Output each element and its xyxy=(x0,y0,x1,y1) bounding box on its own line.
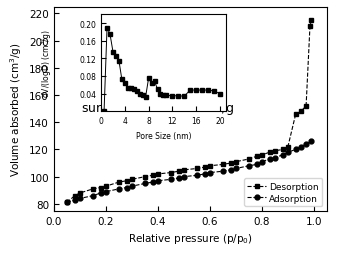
Adsorption xyxy=(195,174,199,177)
Adsorption xyxy=(73,198,77,201)
Adsorption xyxy=(99,192,103,195)
Line: Adsorption: Adsorption xyxy=(64,139,314,205)
Adsorption xyxy=(309,140,313,143)
Adsorption xyxy=(286,151,290,154)
Adsorption xyxy=(65,201,69,204)
Adsorption xyxy=(255,163,259,166)
Adsorption xyxy=(221,170,225,173)
Desorption xyxy=(308,25,312,28)
Adsorption xyxy=(229,169,233,172)
Desorption xyxy=(151,174,155,177)
Adsorption xyxy=(304,143,308,146)
Desorption xyxy=(130,178,134,181)
Adsorption xyxy=(151,181,155,184)
Legend: Desorption, Adsorption: Desorption, Adsorption xyxy=(244,179,323,206)
Adsorption xyxy=(260,161,264,164)
X-axis label: Relative pressure (p/p$_0$): Relative pressure (p/p$_0$) xyxy=(128,231,253,245)
Adsorption xyxy=(268,158,272,161)
Adsorption xyxy=(273,156,277,160)
Desorption xyxy=(221,163,225,166)
Desorption xyxy=(299,110,303,114)
Adsorption xyxy=(247,165,251,168)
Adsorption xyxy=(104,190,108,193)
Adsorption xyxy=(130,185,134,188)
Desorption xyxy=(169,171,173,174)
Desorption xyxy=(182,169,186,172)
Desorption xyxy=(104,185,108,188)
Adsorption xyxy=(156,180,160,183)
Desorption xyxy=(99,186,103,189)
Adsorption xyxy=(203,173,207,176)
Adsorption xyxy=(208,171,212,174)
Desorption xyxy=(117,181,121,184)
X-axis label: Pore Size (nm): Pore Size (nm) xyxy=(136,131,191,140)
Adsorption xyxy=(294,148,298,151)
Text: surface area-435.8 m$^2$/g: surface area-435.8 m$^2$/g xyxy=(81,100,235,119)
Y-axis label: Volume absorbed (cm$^3$/g): Volume absorbed (cm$^3$/g) xyxy=(8,42,24,176)
Adsorption xyxy=(234,167,238,170)
Desorption xyxy=(247,158,251,161)
Adsorption xyxy=(177,177,181,180)
Adsorption xyxy=(125,186,129,189)
Desorption xyxy=(195,167,199,170)
Adsorption xyxy=(169,178,173,181)
Adsorption xyxy=(117,188,121,191)
Desorption xyxy=(156,173,160,176)
Desorption xyxy=(234,161,238,164)
Desorption xyxy=(281,148,285,151)
Desorption xyxy=(268,151,272,154)
Desorption xyxy=(229,162,233,165)
Line: Desorption: Desorption xyxy=(64,19,314,205)
Desorption xyxy=(143,176,147,179)
Desorption xyxy=(286,146,290,149)
Desorption xyxy=(177,170,181,173)
Desorption xyxy=(78,192,82,195)
Desorption xyxy=(73,194,77,197)
Adsorption xyxy=(299,146,303,149)
Adsorption xyxy=(281,154,285,157)
Desorption xyxy=(260,154,264,157)
Desorption xyxy=(294,113,298,116)
Desorption xyxy=(304,105,308,108)
Desorption xyxy=(208,165,212,168)
Desorption xyxy=(203,166,207,169)
Y-axis label: dV/(logD) (cm$^3$/g): dV/(logD) (cm$^3$/g) xyxy=(39,29,54,98)
Desorption xyxy=(91,188,95,191)
Adsorption xyxy=(182,176,186,179)
Desorption xyxy=(125,180,129,183)
Adsorption xyxy=(143,182,147,185)
Adsorption xyxy=(78,197,82,200)
Desorption xyxy=(255,155,259,158)
Adsorption xyxy=(91,194,95,197)
Desorption xyxy=(273,150,277,153)
Desorption xyxy=(309,20,313,23)
Desorption xyxy=(65,201,69,204)
